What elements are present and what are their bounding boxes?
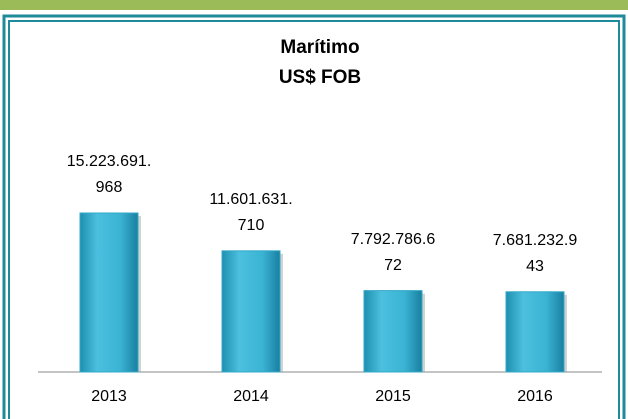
top-strip xyxy=(0,0,628,10)
bar xyxy=(363,290,423,373)
value-label: 15.223.691.968 xyxy=(66,153,152,196)
value-label: 11.601.631.710 xyxy=(209,190,293,234)
value-label: 7.792.786.672 xyxy=(350,230,436,274)
x-tick-label: 2015 xyxy=(375,388,411,405)
x-tick-label: 2016 xyxy=(517,388,553,405)
x-tick-label: 2013 xyxy=(91,388,127,405)
x-tick-label: 2014 xyxy=(233,388,269,405)
bar xyxy=(505,291,565,373)
bar xyxy=(221,250,281,373)
value-label: 7.681.232.943 xyxy=(492,231,578,275)
frame xyxy=(2,14,626,419)
chart-subtitle: US$ FOB xyxy=(279,67,361,88)
chart-title: Marítimo xyxy=(280,37,359,58)
frame-inner xyxy=(8,20,620,419)
bar xyxy=(79,212,139,373)
